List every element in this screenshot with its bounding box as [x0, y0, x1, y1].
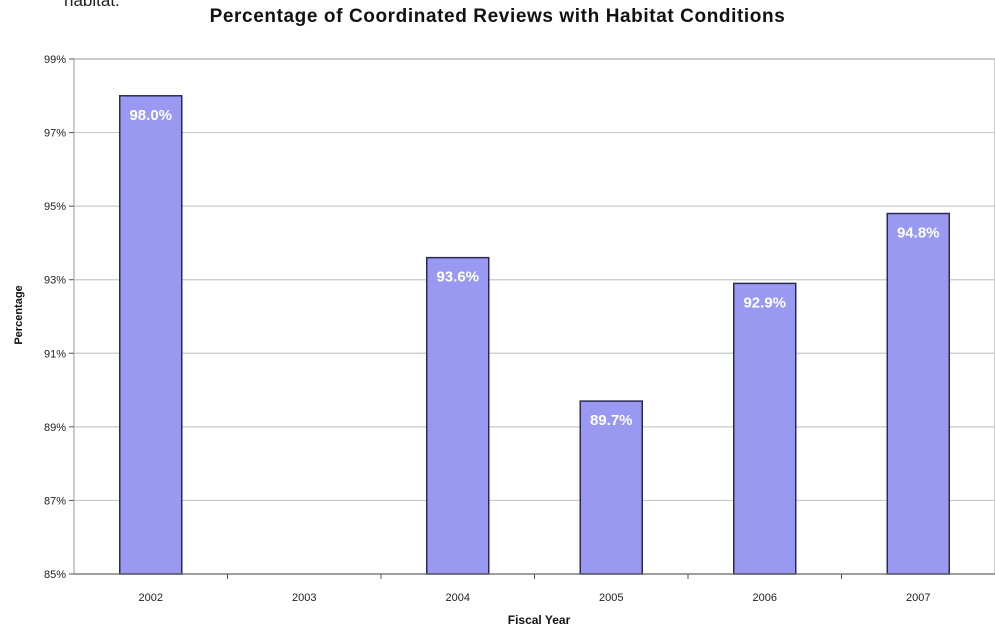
- y-tick-label: 85%: [44, 569, 66, 581]
- bar: [119, 95, 183, 575]
- y-tick-label: 93%: [44, 275, 66, 287]
- bars: 98.0% 93.6% 89.7% 92.9% 94.8%: [119, 95, 950, 575]
- bar-data-label: 94.8%: [897, 225, 940, 242]
- x-axis-ticks: 2002 2003 2004 2005 2006 2007: [74, 573, 995, 604]
- x-tick-label: 2005: [599, 592, 623, 604]
- x-axis-label: Fiscal Year: [507, 613, 571, 627]
- bar-data-label: 92.9%: [743, 294, 786, 311]
- bar-data-label: 98.0%: [129, 107, 172, 124]
- cut-off-caption-text: habitat.: [64, 0, 120, 10]
- bar: [426, 256, 490, 575]
- plot-area: [73, 58, 995, 575]
- bar: [579, 400, 643, 575]
- x-tick-label: 2007: [906, 592, 930, 604]
- y-tick-label: 95%: [44, 201, 66, 213]
- bar: [733, 282, 797, 575]
- x-tick-label: 2004: [446, 592, 470, 604]
- bar-data-label: 89.7%: [590, 412, 633, 429]
- gridlines: [74, 131, 995, 502]
- x-tick-label: 2003: [292, 592, 316, 604]
- chart-title: Percentage of Coordinated Reviews with H…: [209, 6, 786, 27]
- y-tick-label: 97%: [44, 128, 66, 140]
- y-tick-label: 99%: [44, 54, 66, 66]
- y-axis-ticks: 85% 87% 89% 91% 93% 95% 97% 99%: [44, 54, 74, 581]
- y-tick-label: 91%: [44, 348, 66, 360]
- bar-data-label: 93.6%: [436, 269, 479, 286]
- x-tick-label: 2006: [753, 592, 777, 604]
- y-tick-label: 89%: [44, 422, 66, 434]
- x-tick-label: 2002: [139, 592, 163, 604]
- bar: [886, 212, 950, 575]
- y-tick-label: 87%: [44, 495, 66, 507]
